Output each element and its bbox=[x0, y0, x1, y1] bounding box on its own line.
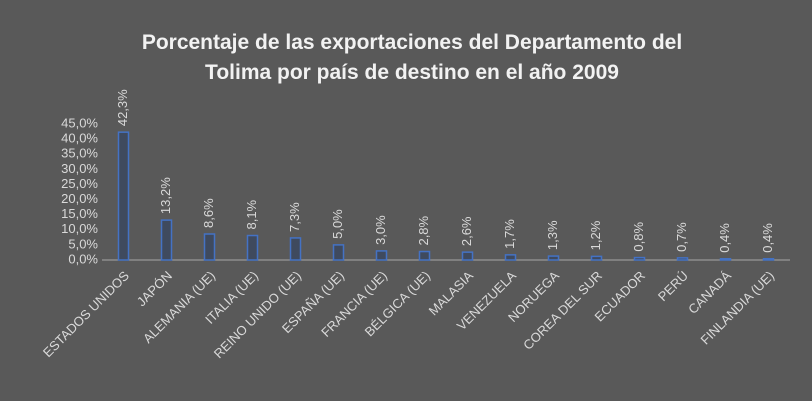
data-label: 0,4% bbox=[717, 223, 732, 253]
data-label: 0,8% bbox=[631, 222, 646, 252]
data-label: 13,2% bbox=[158, 177, 173, 214]
x-tick-label: FINLANDIA (UE) bbox=[697, 268, 777, 348]
bar bbox=[719, 258, 732, 261]
data-label: 1,3% bbox=[545, 220, 560, 250]
data-label: 8,6% bbox=[201, 198, 216, 228]
x-tick-label: ESTADOS UNIDOS bbox=[40, 268, 132, 360]
data-label: 0,7% bbox=[674, 222, 689, 252]
y-tick-label: 35,0% bbox=[61, 146, 98, 161]
y-tick-label: 20,0% bbox=[61, 191, 98, 206]
data-label: 1,2% bbox=[588, 220, 603, 250]
data-label: 5,0% bbox=[330, 209, 345, 239]
data-label: 42,3% bbox=[115, 89, 130, 126]
data-label: 8,1% bbox=[244, 199, 259, 229]
bar bbox=[504, 254, 517, 261]
y-tick-label: 10,0% bbox=[61, 221, 98, 236]
data-label: 0,4% bbox=[760, 223, 775, 253]
bar bbox=[418, 250, 431, 261]
chart-title: Porcentaje de las exportaciones del Depa… bbox=[141, 31, 683, 84]
data-label: 1,7% bbox=[502, 219, 517, 249]
bar bbox=[676, 257, 689, 261]
bar bbox=[332, 244, 345, 261]
bar bbox=[289, 237, 302, 261]
y-tick-label: 0,0% bbox=[68, 251, 98, 266]
bar bbox=[246, 234, 259, 261]
data-label: 7,3% bbox=[287, 202, 302, 232]
data-label: 2,6% bbox=[459, 216, 474, 246]
y-tick-label: 5,0% bbox=[68, 236, 98, 251]
y-tick-label: 40,0% bbox=[61, 131, 98, 146]
y-tick-label: 30,0% bbox=[61, 161, 98, 176]
data-label: 2,8% bbox=[416, 215, 431, 245]
bar bbox=[547, 255, 560, 261]
bar bbox=[762, 258, 775, 261]
bar bbox=[160, 219, 173, 261]
data-label: 3,0% bbox=[373, 215, 388, 245]
bar bbox=[375, 250, 388, 261]
bar bbox=[117, 131, 130, 261]
y-tick-label: 15,0% bbox=[61, 206, 98, 221]
x-tick-label: PERÚ bbox=[655, 268, 691, 304]
bar bbox=[461, 251, 474, 261]
x-tick-label: JAPÓN bbox=[134, 268, 175, 309]
bar bbox=[633, 256, 646, 261]
bar bbox=[590, 255, 603, 261]
x-tick-label: COREA DEL SUR bbox=[520, 268, 605, 353]
y-tick-label: 45,0% bbox=[61, 115, 98, 130]
y-tick-label: 25,0% bbox=[61, 176, 98, 191]
bar bbox=[203, 233, 216, 261]
